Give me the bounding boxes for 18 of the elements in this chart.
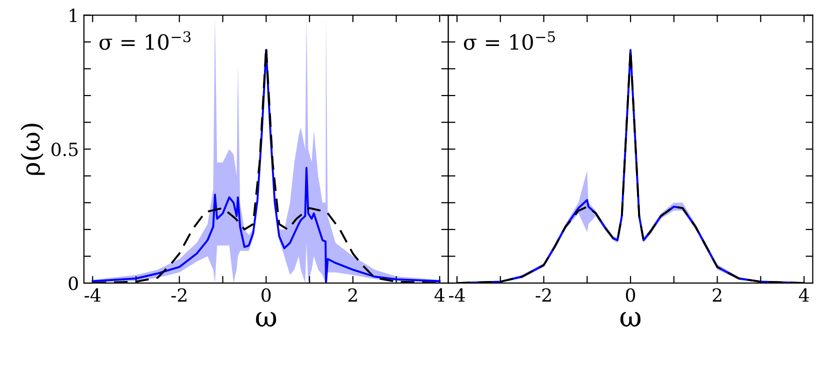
y-axis-title: ρ(ω) [20,124,45,175]
x-tick-label: 2 [348,288,357,302]
x-tick-label: -2 [171,288,186,302]
x-axis-title: ω [256,312,276,327]
y-tick-label: 1 [70,8,77,22]
x-tick-label: 2 [712,288,722,302]
x-tick-label: 4 [434,288,444,302]
x-axis-title: ω [620,312,640,327]
y-tick-label: 0 [68,276,78,290]
x-tick-label: 0 [626,288,636,302]
x-tick-label: -4 [84,288,100,302]
annotation: σ = 10$^{−3}$ [100,31,191,50]
x-tick-label: -2 [536,288,551,302]
y-tick-label: 0.5 [52,142,78,156]
x-tick-label: 4 [798,288,809,302]
x-tick-label: -4 [449,288,465,302]
x-tick-label: 0 [262,288,271,302]
annotation: σ = 10$^{−5}$ [464,31,555,50]
